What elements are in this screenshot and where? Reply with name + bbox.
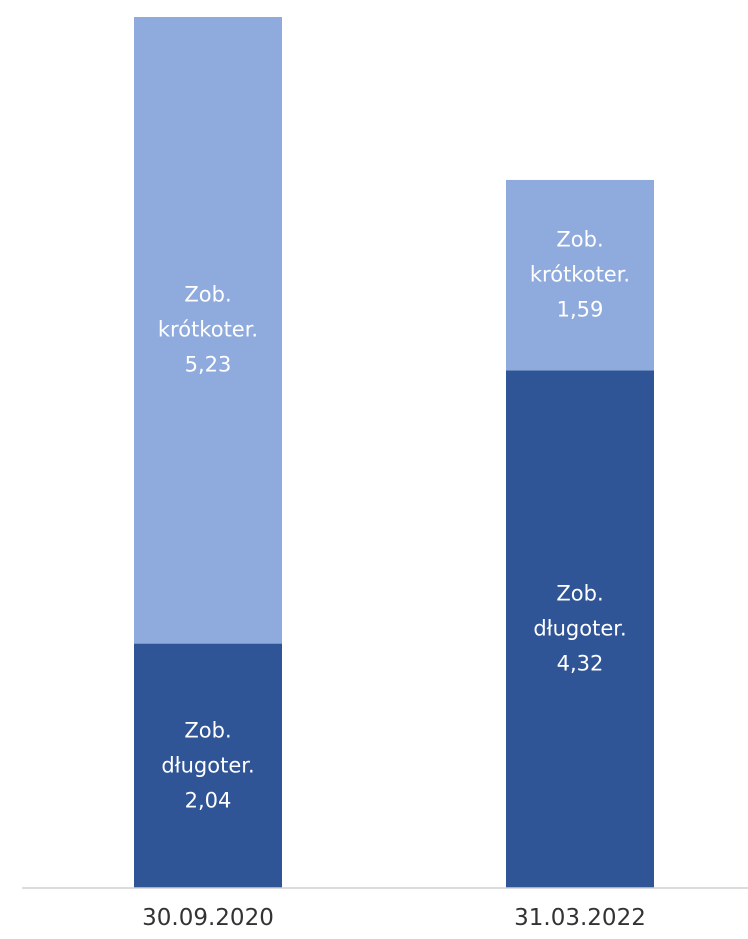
bar-segment xyxy=(134,17,282,644)
segment-label: Zob. krótkoter. 1,59 xyxy=(515,223,645,328)
x-tick-label: 30.09.2020 xyxy=(142,905,274,931)
series-name: Zob. długoter. xyxy=(161,718,255,778)
bar-segment xyxy=(506,179,654,371)
value-label: 2,04 xyxy=(184,788,232,813)
value-label: 4,32 xyxy=(556,651,604,676)
segment-label: Zob. długoter. 2,04 xyxy=(143,713,273,818)
segment-label: Zob. krótkoter. 5,23 xyxy=(143,278,273,383)
series-name: Zob. długoter. xyxy=(533,581,627,641)
bar-segment xyxy=(134,643,282,888)
series-name: Zob. krótkoter. xyxy=(529,227,631,287)
value-label: 1,59 xyxy=(556,297,604,322)
series-name: Zob. krótkoter. xyxy=(157,282,259,342)
x-tick-label: 31.03.2022 xyxy=(514,905,646,931)
value-label: 5,23 xyxy=(184,352,232,377)
segment-label: Zob. długoter. 4,32 xyxy=(515,577,645,682)
bar-segment xyxy=(506,370,654,889)
